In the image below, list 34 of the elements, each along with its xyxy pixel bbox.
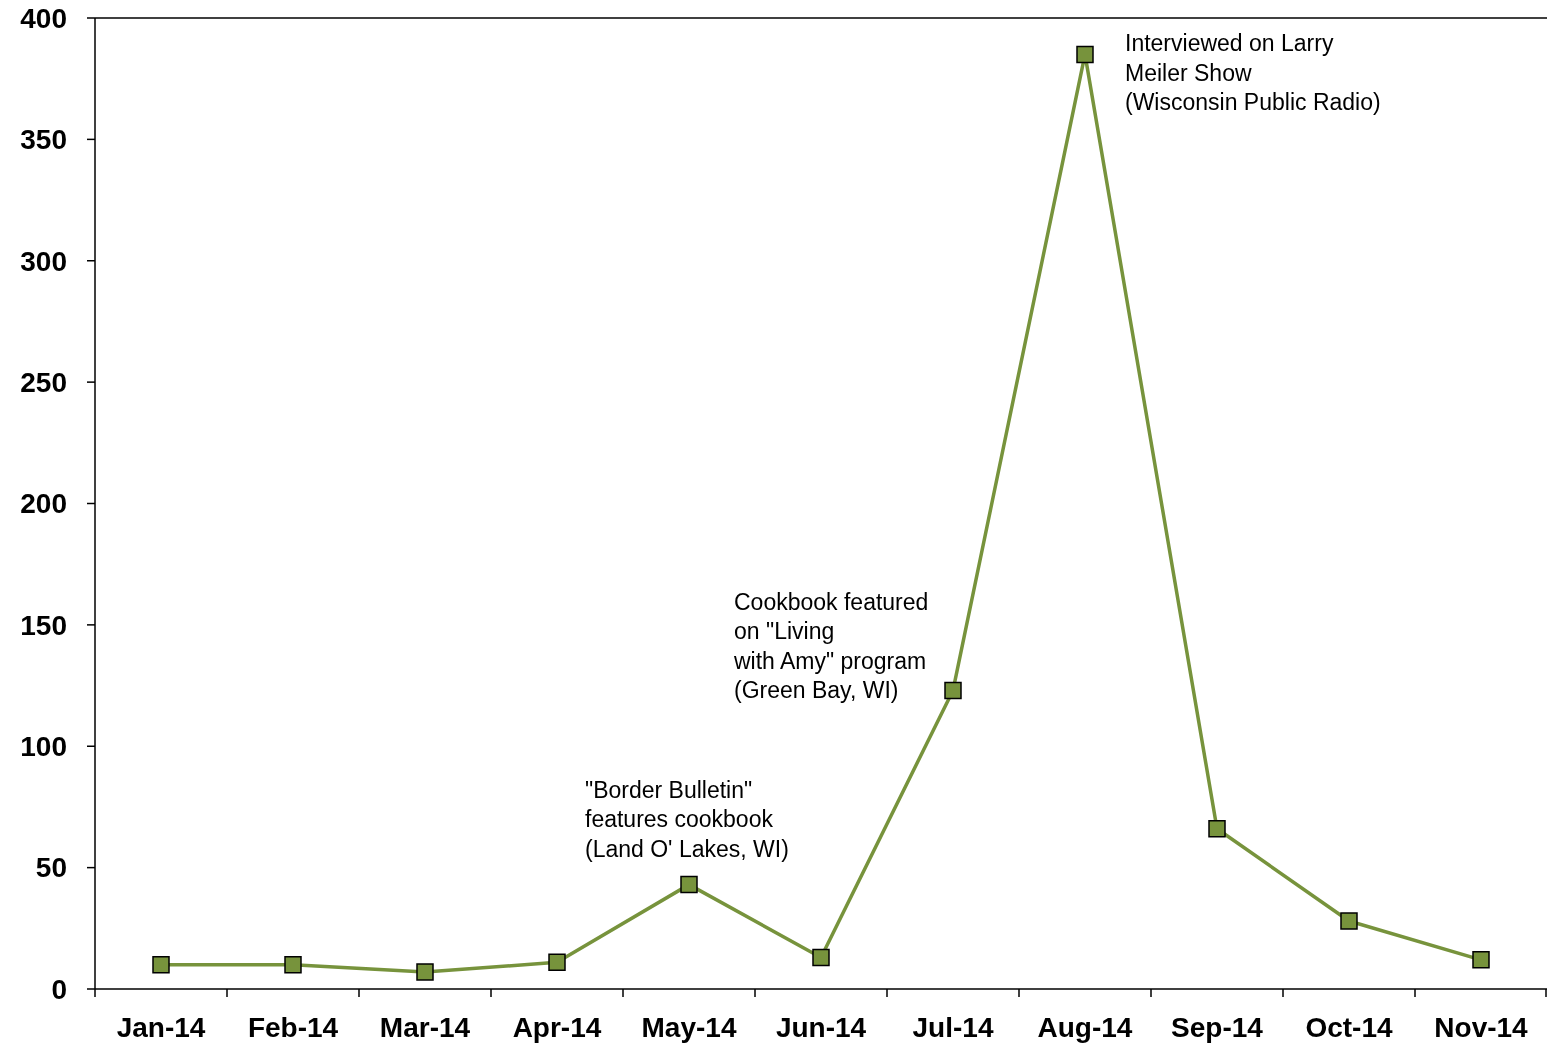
annotation: Cookbook featured on "Living with Amy" program (Green Bay, WI) — [733, 588, 929, 704]
point — [152, 955, 170, 974]
x-tick-label: Jan-14 — [116, 1012, 206, 1043]
y-tick-label: 400 — [20, 2, 67, 34]
point — [1472, 951, 1490, 969]
x-tick-label: Aug-14 — [1037, 1012, 1133, 1043]
annotation: Interviewed on Larry Meiler Show (Wisconsin Public Radio) — [1125, 30, 1381, 116]
y-tick-label: 350 — [20, 124, 67, 156]
y-tick-label: 250 — [20, 366, 67, 398]
x-tick-label: Jun-14 — [775, 1012, 867, 1043]
point — [944, 681, 962, 700]
x-tick-label: Jul-14 — [912, 1012, 994, 1043]
point — [1208, 820, 1226, 838]
x-tick-label: Mar-14 — [379, 1012, 471, 1043]
point — [284, 955, 302, 974]
y-tick-label: 100 — [20, 731, 67, 763]
point — [1076, 45, 1094, 64]
point — [680, 875, 698, 894]
y-tick-label: 200 — [20, 488, 67, 520]
x-tick-label: Feb-14 — [247, 1012, 339, 1043]
y-tick-label: 50 — [35, 852, 67, 884]
x-tick-label: Apr-14 — [512, 1012, 602, 1043]
point — [812, 948, 830, 967]
annotation: "Border Bulletin" features cookbook (Land O' Lakes, WI) — [585, 776, 789, 862]
y-tick-label: 0 — [51, 973, 67, 1005]
y-tick-label: 300 — [20, 245, 67, 277]
x-tick-label: Oct-14 — [1305, 1012, 1393, 1043]
point — [548, 953, 566, 972]
point — [416, 963, 434, 981]
x-tick-label: May-14 — [641, 1012, 737, 1043]
x-tick-label: Sep-14 — [1171, 1012, 1264, 1043]
x-tick-label: Nov-14 — [1434, 1012, 1529, 1043]
point — [1340, 912, 1358, 930]
y-tick-label: 150 — [20, 609, 67, 641]
